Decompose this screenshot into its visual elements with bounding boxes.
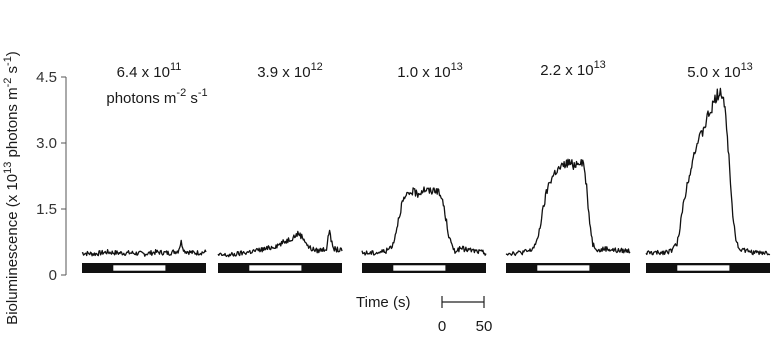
panel-label: 6.4 x 1011 xyxy=(117,61,182,81)
trace-line xyxy=(505,158,631,257)
panel-1-units: photons m-2 s-1 xyxy=(106,87,207,107)
panel-3: 1.0 x 1013 xyxy=(361,61,487,273)
time-scale-start: 0 xyxy=(438,318,446,335)
panel-2: 3.9 x 1012 xyxy=(217,61,343,273)
light-period-bar xyxy=(392,264,447,272)
light-period-bar xyxy=(248,264,303,272)
panel-label: 5.0 x 1013 xyxy=(687,61,753,81)
y-tick-label: 0 xyxy=(49,267,57,284)
light-period-bar xyxy=(676,264,731,272)
panel-4: 2.2 x 1013 xyxy=(505,59,631,273)
panels: 6.4 x 1011 3.9 x 1012 1.0 x 1013 2.2 x 1013… xyxy=(81,59,771,273)
time-scale-end: 50 xyxy=(476,318,493,335)
y-axis: 0 1.5 3.0 4.5 xyxy=(36,69,67,284)
panel-label: 3.9 x 1012 xyxy=(257,61,323,81)
panel-label: 1.0 x 1013 xyxy=(397,61,463,81)
y-axis-label: Bioluminescence (x 1013 photons m-2 s-1) xyxy=(2,51,21,325)
time-scale-label: Time (s) xyxy=(356,294,410,311)
y-tick-label: 1.5 xyxy=(36,201,57,218)
y-tick-label: 3.0 xyxy=(36,135,57,152)
trace-line xyxy=(361,186,487,256)
light-period-bar xyxy=(536,264,591,272)
time-scale-bar: Time (s) 0 50 xyxy=(356,294,492,335)
panel-1: 6.4 x 1011 xyxy=(81,61,207,273)
light-period-bar xyxy=(112,264,167,272)
trace-line xyxy=(81,239,207,257)
y-tick-label: 4.5 xyxy=(36,69,57,86)
trace-line xyxy=(645,87,771,256)
panel-5: 5.0 x 1013 xyxy=(645,61,771,273)
panel-label: 2.2 x 1013 xyxy=(540,59,606,79)
trace-line xyxy=(217,229,343,258)
